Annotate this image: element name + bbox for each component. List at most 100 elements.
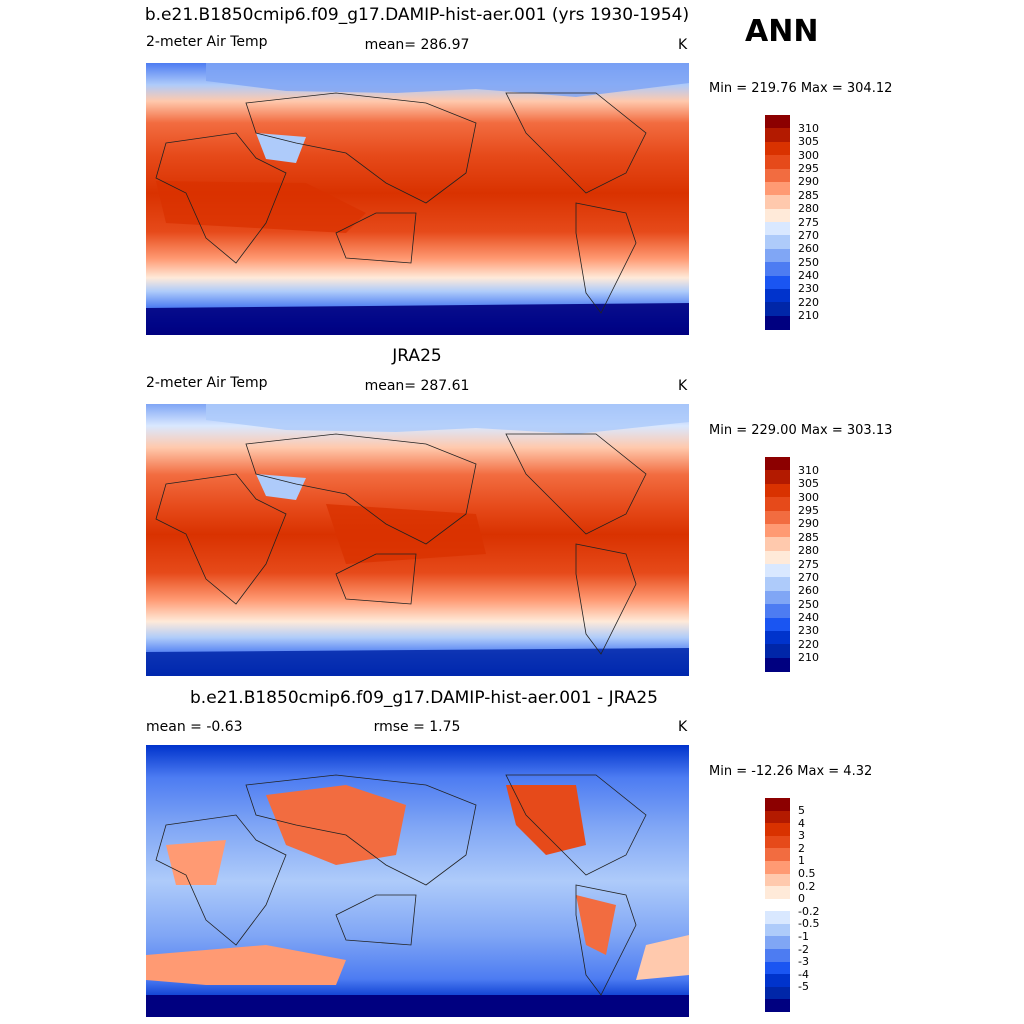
colorbar-swatch — [765, 315, 790, 330]
panel3-mean-label: mean = -0.63 — [146, 719, 243, 735]
colorbar-tick-label: 275 — [798, 215, 819, 229]
colorbar-tick-label: 295 — [798, 162, 819, 175]
colorbar-swatch — [765, 860, 790, 875]
colorbar-swatch — [765, 657, 790, 672]
colorbar-swatch — [765, 248, 790, 263]
colorbar-tick-label: 0.2 — [798, 879, 816, 893]
panel1-mean-label: mean= 286.97 — [364, 37, 470, 53]
panel1-colorbar — [765, 115, 790, 330]
colorbar-swatch — [765, 457, 790, 471]
panel3-colorbar — [765, 798, 790, 1013]
colorbar-swatch — [765, 181, 790, 196]
colorbar-swatch — [765, 911, 790, 925]
colorbar-tick-label: 230 — [798, 624, 819, 638]
colorbar-swatch — [765, 523, 790, 538]
panel3-rmse-label: rmse = 1.75 — [373, 719, 461, 735]
colorbar-tick-label: -1 — [798, 929, 809, 943]
panel1-variable-label: 2-meter Air Temp — [146, 34, 268, 50]
panel3-minmax: Min = -12.26 Max = 4.32 — [709, 764, 873, 779]
colorbar-tick-label: 285 — [798, 188, 819, 202]
colorbar-swatch — [765, 961, 790, 975]
colorbar-tick-label: 210 — [798, 651, 819, 665]
panel1-map — [146, 63, 689, 335]
colorbar-tick-label: -3 — [798, 955, 809, 969]
colorbar-swatch — [765, 510, 790, 525]
colorbar-tick-label: 5 — [798, 804, 805, 818]
colorbar-swatch — [765, 848, 790, 862]
colorbar-tick-label: 260 — [798, 584, 819, 598]
season-label: ANN — [745, 14, 819, 49]
colorbar-swatch — [765, 550, 790, 565]
panel2-mean-label: mean= 287.61 — [364, 378, 470, 394]
colorbar-swatch — [765, 798, 790, 812]
colorbar-swatch — [765, 986, 790, 1000]
colorbar-swatch — [765, 936, 790, 950]
colorbar-swatch — [765, 483, 790, 498]
colorbar-tick-label: 0.5 — [798, 867, 816, 881]
colorbar-tick-label: -2 — [798, 942, 809, 956]
colorbar-swatch — [765, 222, 790, 236]
colorbar-swatch — [765, 873, 790, 887]
colorbar-tick-label: 230 — [798, 282, 819, 296]
panel1-title: b.e21.B1850cmip6.f09_g17.DAMIP-hist-aer.… — [144, 5, 690, 25]
colorbar-swatch — [765, 168, 790, 183]
panel2-variable-label: 2-meter Air Temp — [146, 375, 268, 391]
colorbar-swatch — [765, 810, 790, 824]
colorbar-swatch — [765, 898, 790, 912]
colorbar-swatch — [765, 302, 790, 317]
colorbar-tick-label: 250 — [798, 255, 819, 269]
colorbar-swatch — [765, 999, 790, 1013]
panel3-title: b.e21.B1850cmip6.f09_g17.DAMIP-hist-aer.… — [190, 688, 658, 708]
colorbar-swatch — [765, 275, 790, 290]
colorbar-tick-label: 270 — [798, 228, 819, 242]
panel2-colorbar — [765, 457, 790, 672]
colorbar-tick-label: 240 — [798, 269, 819, 282]
colorbar-swatch — [765, 235, 790, 250]
colorbar-swatch — [765, 537, 790, 552]
colorbar-swatch — [765, 949, 790, 963]
colorbar-swatch — [765, 823, 790, 837]
colorbar-tick-label: 270 — [798, 570, 819, 584]
colorbar-swatch — [765, 617, 790, 632]
colorbar-tick-label: 275 — [798, 557, 819, 571]
colorbar-tick-label: 240 — [798, 611, 819, 624]
colorbar-swatch — [765, 115, 790, 129]
colorbar-swatch — [765, 195, 790, 210]
colorbar-tick-label: 310 — [798, 121, 819, 135]
colorbar-swatch — [765, 835, 790, 849]
colorbar-tick-label: 1 — [798, 854, 805, 868]
colorbar-tick-label: 290 — [798, 175, 819, 189]
colorbar-swatch — [765, 974, 790, 988]
colorbar-tick-label: -0.5 — [798, 917, 820, 931]
colorbar-swatch — [765, 208, 790, 223]
colorbar-tick-label: 305 — [798, 477, 819, 491]
colorbar-swatch — [765, 262, 790, 276]
colorbar-swatch — [765, 590, 790, 605]
colorbar-swatch — [765, 288, 790, 303]
colorbar-swatch — [765, 128, 790, 143]
colorbar-tick-label: 310 — [798, 463, 819, 477]
colorbar-swatch — [765, 577, 790, 592]
colorbar-swatch — [765, 141, 790, 156]
colorbar-tick-label: 250 — [798, 597, 819, 611]
panel2-units: K — [678, 378, 688, 394]
panel3-map — [146, 745, 689, 1017]
colorbar-swatch — [765, 497, 790, 511]
colorbar-tick-label: 0 — [798, 892, 805, 906]
colorbar-tick-label: 220 — [798, 637, 819, 651]
colorbar-tick-label: 280 — [798, 202, 819, 216]
colorbar-swatch — [765, 923, 790, 937]
colorbar-tick-label: 280 — [798, 544, 819, 558]
colorbar-tick-label: -0.2 — [798, 904, 820, 918]
colorbar-tick-label: 285 — [798, 530, 819, 544]
colorbar-tick-label: 295 — [798, 504, 819, 517]
colorbar-tick-label: 2 — [798, 841, 805, 855]
colorbar-tick-label: 3 — [798, 829, 805, 843]
colorbar-swatch — [765, 155, 790, 169]
colorbar-tick-label: 290 — [798, 517, 819, 531]
colorbar-tick-label: 4 — [798, 816, 805, 830]
panel2-title: JRA25 — [392, 346, 442, 366]
colorbar-tick-label: 220 — [798, 295, 819, 309]
colorbar-swatch — [765, 564, 790, 578]
colorbar-tick-label: 210 — [798, 309, 819, 323]
